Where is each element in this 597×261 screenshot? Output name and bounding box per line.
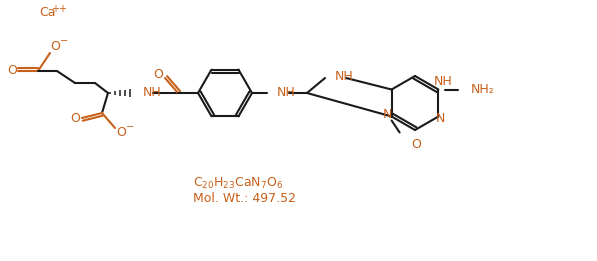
Text: NH: NH: [277, 86, 296, 98]
Text: O: O: [116, 126, 126, 139]
Text: −: −: [126, 122, 134, 132]
Text: C$_{20}$H$_{23}$CaN$_7$O$_6$: C$_{20}$H$_{23}$CaN$_7$O$_6$: [193, 175, 283, 191]
Text: NH: NH: [335, 69, 354, 82]
Text: N: N: [383, 108, 392, 121]
Text: NH: NH: [143, 86, 162, 98]
Text: Ca: Ca: [40, 7, 56, 20]
Text: O: O: [7, 64, 17, 78]
Text: O: O: [50, 39, 60, 52]
Text: ++: ++: [51, 4, 67, 14]
Text: O: O: [70, 112, 80, 126]
Text: Mol. Wt.: 497.52: Mol. Wt.: 497.52: [193, 193, 296, 205]
Text: NH₂: NH₂: [470, 83, 494, 96]
Text: NH: NH: [434, 75, 453, 88]
Text: N: N: [436, 112, 445, 125]
Text: O: O: [411, 138, 421, 151]
Text: O: O: [153, 68, 163, 80]
Text: −: −: [60, 36, 68, 46]
